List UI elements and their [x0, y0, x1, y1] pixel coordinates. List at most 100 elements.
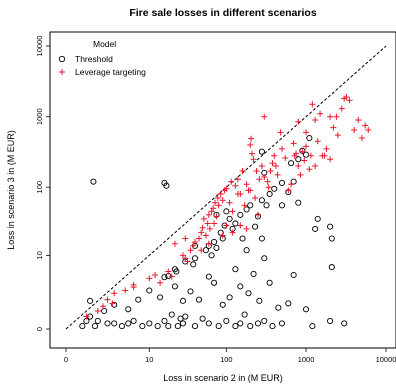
point-leverage-targeting [109, 300, 116, 307]
point-threshold [328, 264, 335, 271]
legend: Model Threshold Leverage targeting [58, 39, 146, 77]
point-threshold [94, 317, 101, 324]
point-leverage-targeting [303, 143, 310, 150]
plot-frame [49, 31, 396, 349]
point-leverage-targeting [299, 148, 306, 155]
point-leverage-targeting [254, 211, 261, 218]
point-threshold [205, 320, 212, 327]
point-threshold [290, 271, 297, 279]
point-leverage-targeting [295, 163, 302, 170]
point-leverage-targeting [234, 176, 241, 183]
point-leverage-targeting [282, 155, 289, 162]
point-threshold [278, 202, 286, 209]
point-threshold [237, 211, 244, 218]
point-leverage-targeting [323, 145, 330, 152]
point-leverage-targeting [226, 199, 233, 206]
y-tick-label: 100 [35, 181, 44, 194]
point-threshold [271, 185, 278, 192]
point-leverage-targeting [278, 145, 285, 152]
point-threshold [261, 317, 268, 324]
point-leverage-targeting [312, 116, 319, 123]
point-threshold [252, 223, 259, 230]
point-leverage-targeting [271, 152, 278, 159]
point-leverage-targeting [267, 168, 274, 175]
point-leverage-targeting [219, 197, 226, 204]
point-leverage-targeting [272, 163, 279, 170]
x-tick-label: 10 [145, 355, 153, 364]
point-leverage-targeting [264, 178, 271, 185]
point-leverage-targeting [341, 95, 348, 102]
point-threshold [199, 315, 206, 322]
point-threshold [295, 156, 302, 163]
point-leverage-targeting [223, 185, 230, 192]
point-threshold [237, 283, 244, 290]
point-leverage-targeting [200, 215, 207, 222]
point-leverage-targeting [355, 116, 362, 123]
x-tick-label: 1000 [298, 355, 315, 364]
x-tick-label: 100 [220, 355, 233, 364]
point-threshold [290, 178, 297, 185]
point-leverage-targeting [239, 168, 246, 175]
point-leverage-targeting [217, 190, 224, 197]
point-leverage-targeting [206, 225, 213, 232]
data-points [79, 94, 372, 330]
point-leverage-targeting [130, 284, 137, 291]
point-leverage-targeting [165, 268, 172, 275]
identity-reference-line [65, 45, 387, 330]
point-threshold [177, 315, 184, 322]
point-leverage-targeting [290, 140, 297, 147]
point-leverage-targeting [338, 105, 345, 112]
point-threshold [79, 323, 86, 330]
chart-title: Fire sale losses in different scenarios [129, 7, 316, 19]
point-leverage-targeting [228, 178, 235, 185]
point-threshold [163, 182, 170, 189]
point-threshold [278, 320, 286, 327]
point-leverage-targeting [182, 255, 189, 262]
point-leverage-targeting [274, 171, 281, 178]
point-leverage-targeting [247, 187, 254, 194]
point-leverage-targeting [248, 150, 255, 157]
point-leverage-targeting [208, 208, 215, 215]
point-threshold [327, 223, 334, 230]
point-leverage-targeting [215, 202, 222, 209]
point-threshold [161, 317, 168, 324]
point-threshold [173, 268, 180, 275]
y-tick-label: 1000 [35, 108, 44, 125]
point-threshold [215, 323, 222, 330]
point-threshold [191, 323, 199, 330]
point-threshold [161, 274, 168, 281]
point-threshold [247, 202, 254, 209]
point-leverage-targeting [184, 258, 191, 265]
point-threshold [243, 247, 250, 254]
point-leverage-targeting [303, 129, 310, 136]
point-leverage-targeting [229, 208, 236, 215]
point-leverage-targeting [210, 205, 217, 212]
point-leverage-targeting [285, 187, 292, 194]
point-leverage-targeting [253, 168, 260, 175]
point-threshold [213, 244, 220, 251]
point-leverage-targeting [327, 113, 334, 120]
point-leverage-targeting [277, 129, 284, 136]
point-leverage-targeting [204, 220, 211, 227]
point-leverage-targeting [306, 166, 313, 173]
point-threshold [254, 320, 262, 327]
point-threshold [223, 208, 230, 215]
point-threshold [314, 215, 321, 222]
point-threshold [285, 300, 292, 307]
point-threshold [241, 311, 248, 318]
point-threshold [165, 323, 172, 330]
point-leverage-targeting [365, 126, 372, 133]
point-leverage-targeting [190, 242, 197, 249]
point-leverage-targeting [293, 150, 300, 157]
point-leverage-targeting [152, 271, 159, 278]
point-threshold [258, 197, 265, 204]
point-threshold [263, 202, 270, 209]
point-leverage-targeting [333, 113, 340, 120]
point-leverage-targeting [327, 156, 334, 163]
point-leverage-targeting [198, 247, 205, 254]
point-leverage-targeting [301, 157, 308, 164]
point-threshold [104, 320, 111, 327]
point-threshold [269, 323, 276, 330]
point-leverage-targeting [256, 176, 263, 183]
